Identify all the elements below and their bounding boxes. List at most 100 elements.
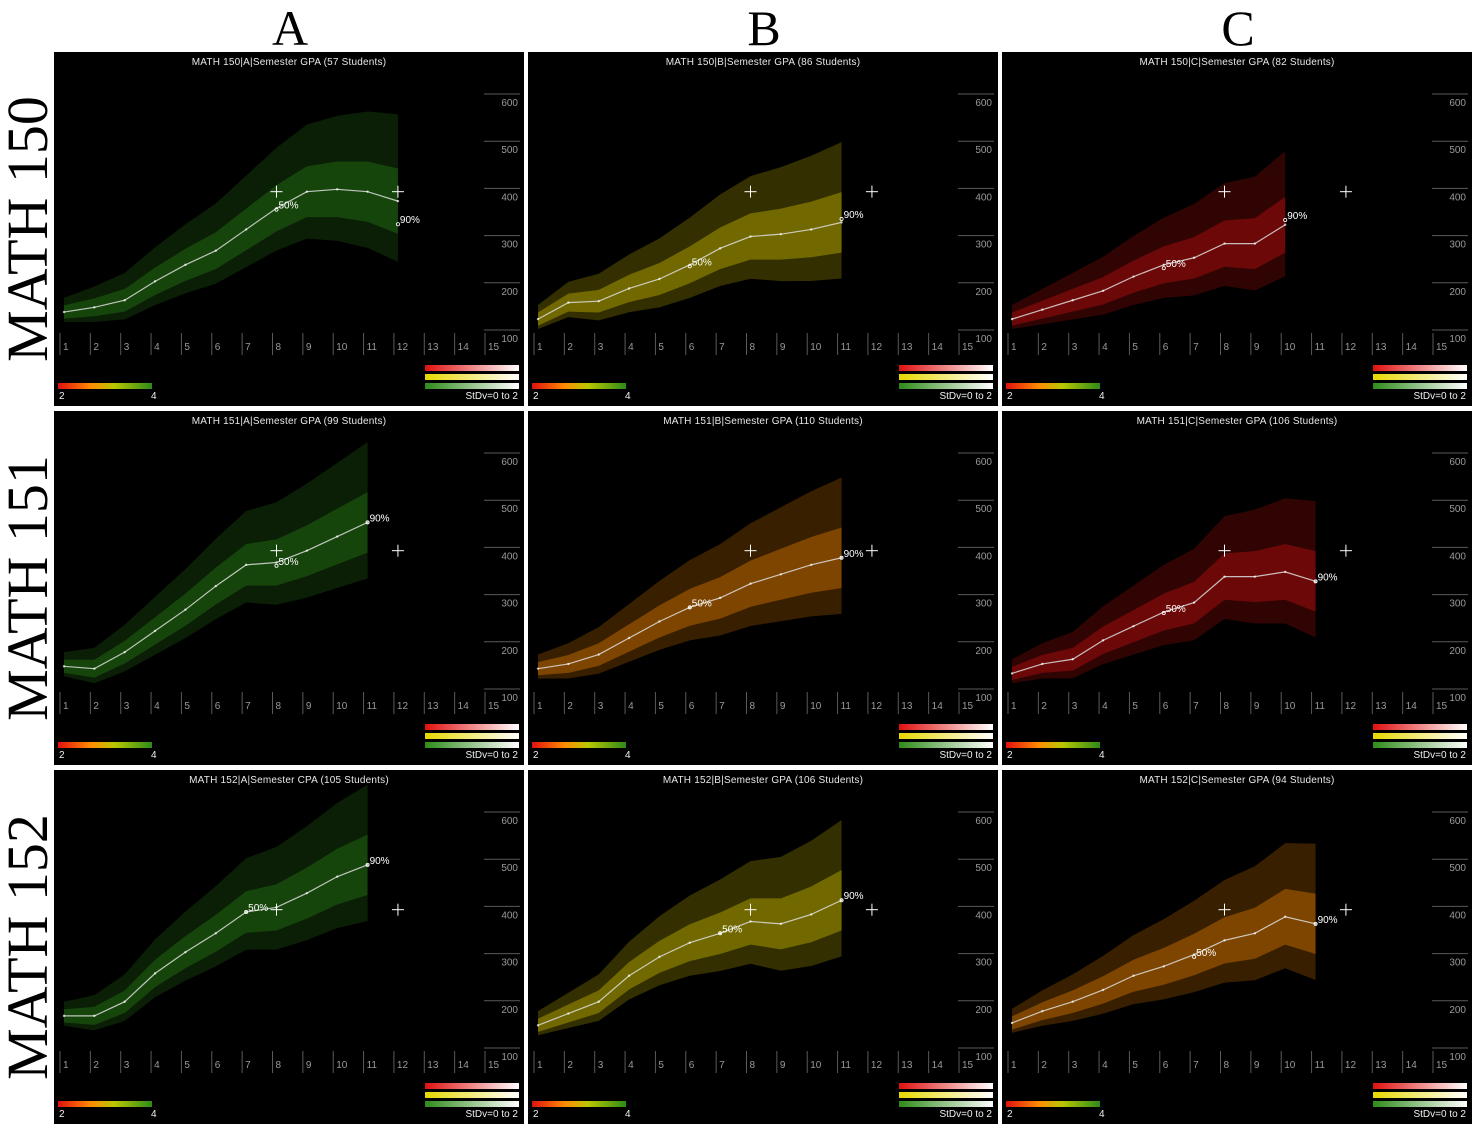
inner-band	[1012, 196, 1286, 326]
x-tick-label: 5	[658, 701, 664, 712]
stdv-bar-yellow	[425, 733, 519, 739]
stdv-bar-red	[425, 724, 519, 730]
color-scale-min-label: 2	[59, 391, 65, 402]
confidence-band	[538, 142, 842, 330]
x-tick-label: 5	[658, 1060, 664, 1071]
x-tick-label: 3	[598, 701, 604, 712]
x-tick-label: 12	[871, 342, 883, 353]
color-scale-min-label: 2	[533, 750, 539, 761]
y-tick-label: 400	[1449, 192, 1466, 203]
data-point	[1041, 662, 1044, 666]
percentile-annotation: 50%	[1166, 604, 1186, 615]
x-tick-label: 7	[1193, 1060, 1199, 1071]
color-scale-min-label: 2	[533, 391, 539, 402]
color-scale-max-label: 4	[625, 1109, 631, 1120]
x-tick-label: 9	[780, 701, 786, 712]
percentile-annotation: 50%	[692, 257, 712, 268]
y-tick-label: 200	[501, 287, 518, 298]
x-tick-label: 3	[1072, 1060, 1078, 1071]
data-point	[536, 1024, 540, 1027]
data-point	[184, 263, 187, 267]
data-point	[810, 228, 813, 231]
y-tick-label: 600	[975, 816, 992, 827]
x-tick-label: 9	[306, 342, 312, 353]
data-point	[153, 280, 157, 283]
y-tick-label: 600	[1449, 816, 1466, 827]
x-tick-label: 15	[962, 342, 974, 353]
x-tick-label: 11	[367, 342, 378, 353]
y-tick-label: 100	[1449, 693, 1466, 704]
x-tick-label: 9	[1254, 701, 1260, 712]
data-point	[1132, 625, 1135, 628]
stdv-legend-label: StDv=0 to 2	[939, 750, 992, 761]
x-tick-label: 13	[901, 1060, 913, 1071]
x-tick-label: 2	[567, 1060, 573, 1071]
percentile-annotation: 90%	[844, 891, 864, 902]
data-point	[1284, 570, 1287, 574]
annotation-dot	[1313, 921, 1318, 926]
x-tick-label: 11	[841, 701, 852, 712]
data-point	[336, 875, 339, 878]
stdv-bar-green	[1373, 383, 1467, 389]
x-tick-label: 3	[124, 701, 130, 712]
data-point	[1284, 223, 1287, 226]
stdv-legend-label: StDv=0 to 2	[939, 391, 992, 402]
data-point	[1071, 1000, 1074, 1003]
x-tick-label: 2	[567, 701, 573, 712]
data-point	[336, 535, 339, 538]
x-tick-label: 12	[397, 342, 409, 353]
y-tick-label: 200	[1449, 1005, 1466, 1016]
x-tick-label: 5	[1132, 701, 1138, 712]
x-tick-label: 1	[1011, 342, 1017, 353]
data-point	[366, 863, 369, 867]
chart-title: MATH 151|B|Semester GPA (110 Students)	[663, 416, 863, 427]
color-scale-max-label: 4	[625, 750, 631, 761]
x-tick-label: 12	[871, 701, 883, 712]
x-tick-label: 4	[628, 342, 634, 353]
x-tick-label: 12	[1345, 1060, 1357, 1071]
confidence-band	[1012, 151, 1286, 330]
x-tick-label: 15	[1436, 701, 1448, 712]
y-tick-label: 200	[975, 287, 992, 298]
data-point	[1101, 639, 1105, 642]
x-tick-label: 4	[1102, 701, 1108, 712]
y-tick-label: 200	[501, 646, 518, 657]
annotation-dot	[1161, 610, 1166, 615]
y-tick-label: 400	[501, 910, 518, 921]
x-tick-label: 7	[719, 342, 725, 353]
percentile-annotation: 90%	[400, 215, 420, 226]
x-tick-label: 11	[1315, 342, 1326, 353]
percentile-annotation: 50%	[1196, 948, 1216, 959]
data-point	[597, 1000, 600, 1003]
x-tick-label: 14	[1406, 342, 1418, 353]
stdv-legend-label: StDv=0 to 2	[465, 391, 518, 402]
stdv-legend-label: StDv=0 to 2	[1413, 1109, 1466, 1120]
series-line	[63, 188, 399, 313]
x-tick-label: 3	[598, 1060, 604, 1071]
row-header-math-151: MATH 151	[0, 455, 60, 721]
data-point	[366, 190, 369, 193]
x-tick-label: 5	[1132, 342, 1138, 353]
data-point	[749, 235, 752, 238]
x-tick-label: 6	[689, 701, 695, 712]
y-tick-label: 200	[975, 646, 992, 657]
data-point	[536, 667, 540, 670]
percentile-annotation: 50%	[1166, 259, 1186, 270]
chart-title: MATH 151|C|Semester GPA (106 Students)	[1136, 416, 1338, 427]
stdv-legend-label: StDv=0 to 2	[1413, 391, 1466, 402]
x-tick-label: 10	[810, 701, 822, 712]
annotation-dot	[687, 264, 692, 269]
x-tick-label: 14	[1406, 1060, 1418, 1071]
y-tick-label: 100	[1449, 1052, 1466, 1063]
y-tick-label: 600	[501, 457, 518, 468]
percentile-annotation: 50%	[248, 903, 268, 914]
annotation-dot	[1192, 954, 1197, 959]
color-scale-bar	[58, 383, 152, 389]
data-point	[1314, 580, 1317, 583]
y-tick-label: 600	[975, 98, 992, 109]
inner-band	[1012, 888, 1316, 1030]
x-tick-label: 2	[1041, 701, 1047, 712]
